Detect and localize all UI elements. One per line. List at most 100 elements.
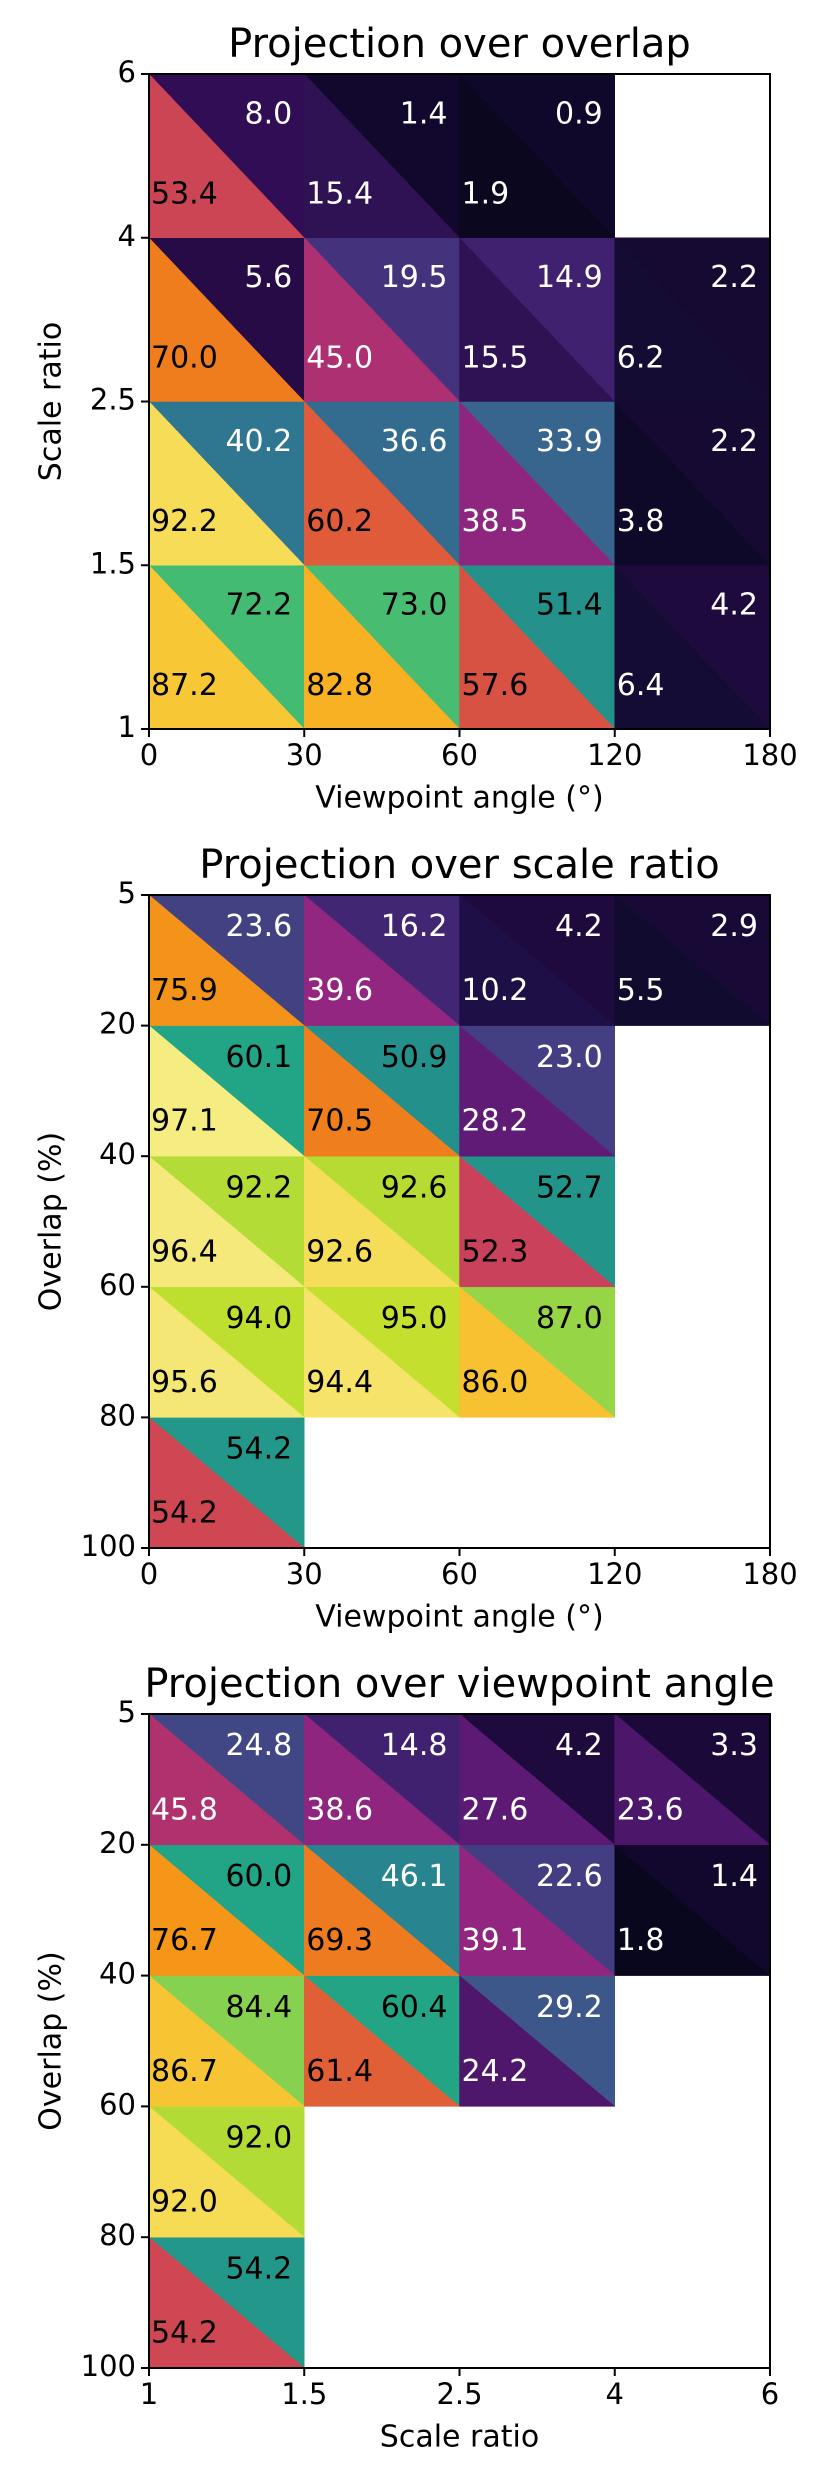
cell-label: 70.0 (151, 340, 218, 375)
x-tick-label: 2.5 (436, 2377, 482, 2411)
y-axis-label: Overlap (%) (34, 1951, 69, 2130)
lower-triangle (304, 1025, 461, 1157)
cell-label: 97.1 (151, 1104, 218, 1139)
cell-label: 3.8 (617, 504, 665, 539)
y-tick-label: 1 (118, 710, 136, 744)
x-tick-label: 1 (140, 2377, 158, 2411)
lower-triangle (614, 1713, 771, 1846)
cell-label: 14.9 (536, 260, 603, 295)
lower-triangle (459, 1844, 616, 1976)
x-tick-label: 180 (742, 1557, 797, 1591)
cell-label: 6.4 (617, 668, 665, 703)
x-axis-label: Scale ratio (380, 2420, 539, 2455)
x-tick-label: 180 (742, 738, 797, 772)
lower-triangle (459, 73, 616, 238)
x-tick-label: 4 (606, 2377, 624, 2411)
cell-label: 33.9 (536, 424, 603, 459)
lower-triangle (304, 1844, 461, 1976)
cell-label: 24.2 (462, 2054, 529, 2089)
cell-label: 38.6 (306, 1792, 373, 1827)
x-tick-label: 0 (140, 738, 158, 772)
y-tick-label: 20 (99, 1007, 136, 1041)
cell-label: 76.7 (151, 1923, 218, 1958)
lower-triangle (614, 1844, 771, 1976)
cell-label: 54.2 (151, 2315, 218, 2350)
cell-label: 69.3 (306, 1923, 373, 1958)
cell-label: 86.0 (462, 1365, 529, 1400)
cell-label: 23.6 (617, 1792, 684, 1827)
y-tick-label: 4 (118, 219, 136, 253)
y-axis-label: Overlap (%) (34, 1132, 69, 1311)
cell-label: 1.9 (462, 177, 510, 212)
cell-label: 27.6 (462, 1792, 529, 1827)
y-tick-label: 60 (99, 1268, 136, 1302)
x-tick-label: 30 (286, 1557, 323, 1591)
cell-label: 16.2 (381, 909, 448, 944)
lower-triangle (304, 894, 461, 1026)
lower-triangle (459, 1975, 616, 2107)
lower-triangle (304, 1286, 461, 1418)
cell-label: 3.3 (710, 1728, 758, 1763)
lower-triangle (459, 894, 616, 1026)
y-tick-label: 100 (81, 2349, 136, 2383)
cell-label: 4.2 (555, 1728, 603, 1763)
cell-label: 95.0 (381, 1301, 448, 1336)
y-tick-label: 80 (99, 1398, 136, 1432)
cell-label: 70.5 (306, 1104, 373, 1139)
lower-triangle (304, 237, 461, 402)
cell-label: 45.8 (151, 1792, 218, 1827)
cell-label: 1.8 (617, 1923, 665, 1958)
cell-label: 14.8 (381, 1728, 448, 1763)
y-tick-label: 80 (99, 2218, 136, 2252)
cell-label: 92.0 (225, 2121, 292, 2156)
cell-label: 40.2 (225, 424, 292, 459)
lower-triangle (304, 1155, 461, 1288)
x-tick-label: 30 (286, 738, 323, 772)
y-tick-label: 5 (118, 876, 136, 910)
y-tick-label: 40 (99, 1137, 136, 1171)
cell-label: 51.4 (536, 588, 603, 623)
cell-label: 60.0 (225, 1859, 292, 1894)
cell-label: 2.9 (710, 909, 758, 944)
lower-triangle (459, 1286, 616, 1418)
cell-label: 72.2 (225, 588, 292, 623)
x-tick-label: 120 (587, 738, 642, 772)
lower-triangle (459, 1025, 616, 1157)
cell-label: 29.2 (536, 1990, 603, 2025)
cell-label: 10.2 (462, 973, 529, 1008)
cell-label: 87.0 (536, 1301, 603, 1336)
cell-label: 94.4 (306, 1365, 373, 1400)
lower-triangle (304, 73, 461, 238)
x-tick-label: 60 (441, 738, 478, 772)
lower-triangle (459, 1155, 616, 1288)
y-tick-label: 20 (99, 1826, 136, 1860)
cell-label: 57.6 (462, 668, 529, 703)
cell-label: 60.4 (381, 1990, 448, 2025)
cell-label: 38.5 (462, 504, 529, 539)
x-tick-label: 60 (441, 1557, 478, 1591)
lower-triangle (614, 400, 771, 566)
lower-triangle (614, 894, 771, 1026)
cell-label: 39.6 (306, 973, 373, 1008)
y-tick-label: 5 (118, 1695, 136, 1729)
panel-title: Projection over overlap (228, 21, 691, 67)
cell-label: 0.9 (555, 96, 603, 131)
y-tick-label: 6 (118, 55, 136, 89)
lower-triangle (304, 400, 461, 566)
lower-triangle (459, 237, 616, 402)
cell-label: 2.2 (710, 424, 758, 459)
cell-label: 46.1 (381, 1859, 448, 1894)
cell-label: 39.1 (462, 1923, 529, 1958)
cell-label: 96.4 (151, 1234, 218, 1269)
cell-label: 94.0 (225, 1301, 292, 1336)
cell-label: 5.6 (245, 260, 293, 295)
cell-label: 52.7 (536, 1170, 603, 1205)
cell-label: 1.4 (400, 96, 448, 131)
x-tick-label: 0 (140, 1557, 158, 1591)
cell-label: 54.2 (225, 1432, 292, 1467)
x-tick-label: 1.5 (281, 2377, 327, 2411)
x-axis-label: Viewpoint angle (°) (315, 1600, 603, 1635)
cell-label: 92.2 (151, 504, 218, 539)
